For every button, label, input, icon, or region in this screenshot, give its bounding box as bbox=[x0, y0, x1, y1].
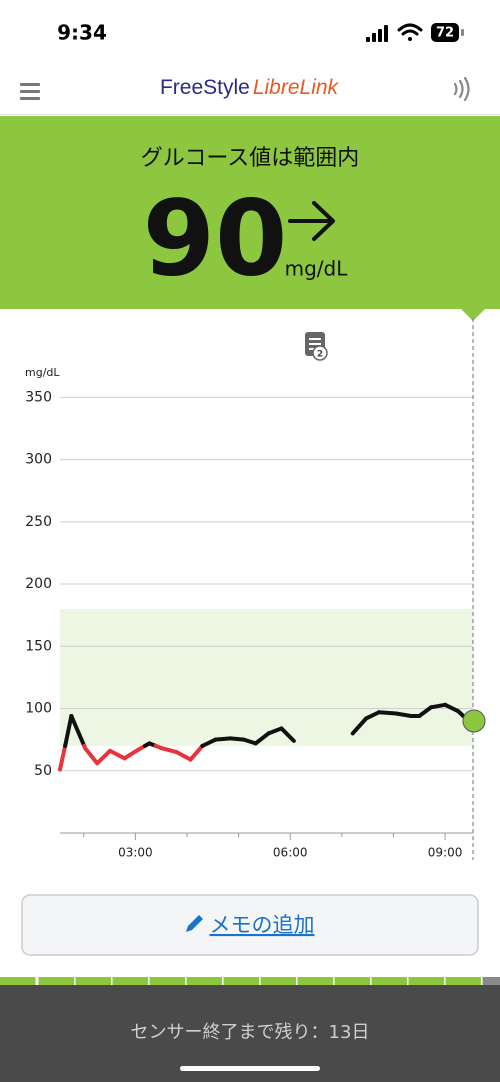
glucose-line bbox=[108, 748, 127, 761]
add-note-button[interactable] bbox=[21, 894, 479, 956]
battery-tip bbox=[461, 29, 464, 36]
pencil-icon bbox=[186, 915, 203, 932]
current-reading bbox=[462, 709, 486, 733]
glucose-line bbox=[228, 736, 246, 742]
glucose-line bbox=[350, 716, 369, 736]
glucose-line bbox=[377, 710, 399, 716]
progress-segment bbox=[482, 977, 500, 985]
x-tick-label: 09:00 bbox=[428, 846, 463, 860]
progress-segment bbox=[408, 977, 444, 985]
y-tick-label: 300 bbox=[25, 452, 52, 468]
progress-segment bbox=[334, 977, 370, 985]
progress-segment bbox=[297, 977, 333, 985]
glucose-line bbox=[279, 726, 296, 743]
glucose-line bbox=[364, 710, 382, 721]
progress-segment bbox=[38, 977, 74, 985]
progress-segment bbox=[112, 977, 148, 985]
glucose-line bbox=[160, 746, 179, 755]
x-tick-label: 06:00 bbox=[273, 846, 308, 860]
progress-segment bbox=[223, 977, 259, 985]
footer-panel bbox=[0, 985, 500, 1082]
y-tick-label: 100 bbox=[25, 701, 52, 717]
logo-part1: FreeStyle bbox=[160, 76, 250, 99]
y-tick-label: 250 bbox=[25, 514, 52, 530]
y-axis-label: mg/dL bbox=[25, 366, 60, 379]
y-tick-label: 200 bbox=[25, 576, 52, 592]
scan-button[interactable] bbox=[453, 76, 470, 102]
note-count: 2 bbox=[317, 350, 323, 360]
glucose-line bbox=[443, 702, 460, 714]
progress-segment bbox=[260, 977, 296, 985]
glucose-line bbox=[266, 726, 284, 736]
glucose-line bbox=[83, 746, 100, 766]
progress-segment bbox=[75, 977, 111, 985]
glucose-value: 90 bbox=[143, 177, 288, 299]
glucose-line bbox=[241, 737, 258, 746]
glucose-line bbox=[63, 713, 74, 748]
wifi-icon bbox=[397, 23, 423, 41]
banner-pointer bbox=[461, 309, 485, 321]
progress-segment bbox=[0, 977, 36, 985]
glucose-line bbox=[122, 747, 141, 761]
progress-segment bbox=[149, 977, 185, 985]
home-indicator bbox=[180, 1066, 320, 1071]
glucose-line bbox=[394, 711, 414, 718]
signal-icon bbox=[366, 25, 388, 42]
y-tick-label: 50 bbox=[34, 763, 52, 779]
glucose-line bbox=[417, 705, 434, 718]
add-note-label[interactable]: メモの追加 bbox=[210, 913, 315, 937]
glucose-unit: mg/dL bbox=[285, 257, 349, 281]
battery-level: 72 bbox=[436, 26, 454, 41]
trend-arrow bbox=[288, 201, 335, 241]
glucose-line bbox=[188, 743, 205, 762]
note-icon[interactable] bbox=[305, 332, 328, 361]
glucose-line bbox=[253, 731, 271, 746]
header-divider bbox=[0, 114, 500, 115]
glucose-banner bbox=[0, 116, 500, 309]
glucose-line bbox=[200, 737, 218, 748]
status-time: 9:34 bbox=[57, 21, 107, 45]
menu-button[interactable] bbox=[20, 83, 40, 100]
glucose-line bbox=[429, 702, 448, 710]
progress-segment bbox=[445, 977, 481, 985]
progress-segment bbox=[186, 977, 222, 985]
x-tick-label: 03:00 bbox=[118, 846, 153, 860]
y-tick-label: 350 bbox=[25, 389, 52, 405]
app-logo: FreeStyle LibreLink bbox=[160, 76, 340, 99]
glucose-line bbox=[174, 750, 193, 762]
y-tick-label: 150 bbox=[25, 638, 52, 654]
sensor-progress bbox=[0, 977, 500, 985]
glucose-line bbox=[69, 713, 87, 748]
logo-part2: LibreLink bbox=[253, 76, 340, 99]
glucose-line bbox=[95, 748, 113, 766]
progress-segment bbox=[371, 977, 407, 985]
glucose-line bbox=[213, 736, 233, 742]
glucose-line bbox=[58, 743, 68, 772]
battery-icon bbox=[431, 23, 459, 42]
sensor-remaining: センサー終了まで残り：13日 bbox=[131, 1022, 370, 1043]
target-range bbox=[60, 608, 473, 746]
glucose-status: グルコース値は範囲内 bbox=[141, 146, 359, 171]
